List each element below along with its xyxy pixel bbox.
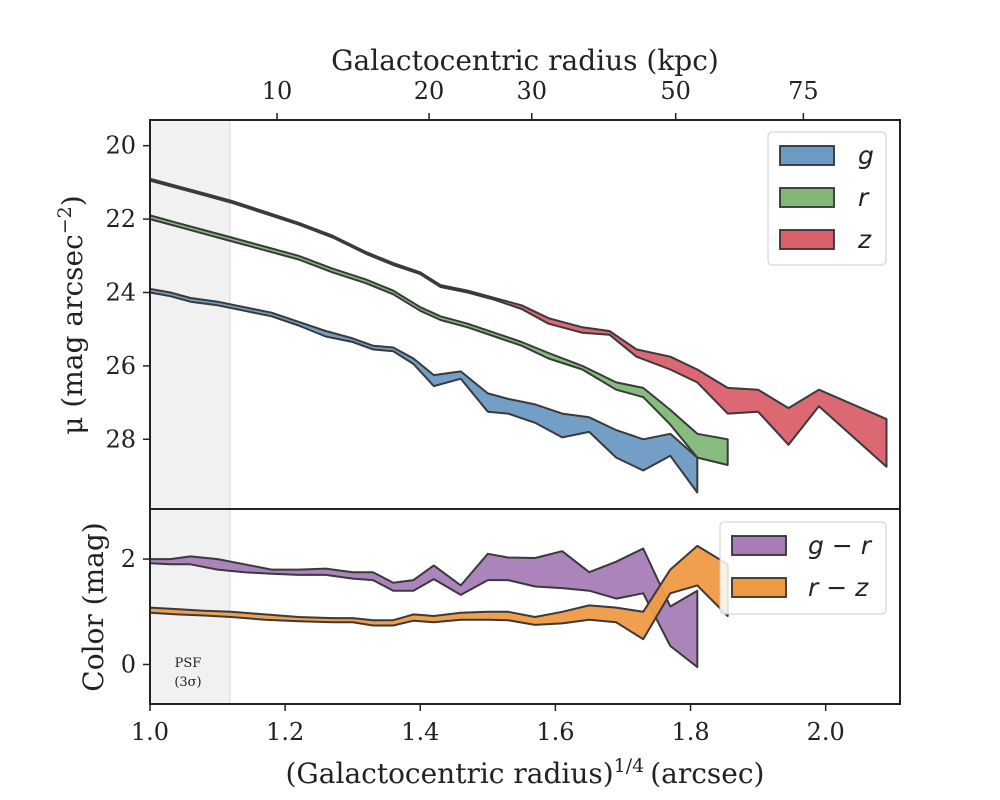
top-y-tick-label: 20 bbox=[105, 132, 136, 160]
bottom-x-ticks: 1.0 1.2 1.4 1.6 1.8 2.0 bbox=[131, 704, 845, 746]
bottom-panel-areas bbox=[149, 544, 729, 669]
bottom-panel-frame bbox=[149, 508, 901, 705]
legend-label-r: r bbox=[858, 183, 870, 212]
top-x-tick-label: 75 bbox=[788, 77, 819, 105]
top-x-tick-label: 10 bbox=[262, 77, 293, 105]
bottom-y-ticks: 02 bbox=[121, 545, 150, 678]
bottom-y-tick-label: 2 bbox=[121, 545, 136, 573]
legend-swatch-z bbox=[779, 229, 835, 250]
legend-swatch-r-z bbox=[731, 577, 787, 598]
band-g bbox=[149, 287, 699, 494]
legend-label-g-r: g − r bbox=[808, 531, 873, 560]
psf-region-bottom bbox=[150, 509, 230, 704]
psf-region-top bbox=[150, 120, 230, 509]
y-axis-label-exponent: −2 bbox=[54, 206, 76, 234]
band-r-z bbox=[149, 544, 729, 641]
x-axis-label: (Galactocentric radius)1/4 (arcsec) bbox=[286, 755, 765, 790]
top-legend: g r z bbox=[767, 131, 887, 266]
bottom-legend: g − r r − z bbox=[719, 521, 887, 615]
legend-label-g: g bbox=[858, 141, 874, 170]
x-tick-label: 1.4 bbox=[401, 718, 439, 746]
legend-swatch-g bbox=[779, 145, 835, 166]
x-axis-label-exponent: 1/4 bbox=[614, 755, 645, 777]
top-y-tick-label: 22 bbox=[105, 205, 136, 233]
psf-label: PSF bbox=[175, 656, 202, 671]
top-x-tick-label: 30 bbox=[516, 77, 547, 105]
top-x-tick-label: 20 bbox=[414, 77, 445, 105]
band-g-r bbox=[149, 547, 699, 669]
top-y-ticks: 20 22 24 26 28 bbox=[105, 132, 150, 453]
x-tick-label: 1.6 bbox=[536, 718, 574, 746]
x-tick-label: 2.0 bbox=[807, 718, 845, 746]
top-x-tick-label: 50 bbox=[660, 77, 691, 105]
band-r bbox=[149, 214, 729, 466]
top-y-tick-label: 26 bbox=[105, 352, 136, 380]
psf-sigma-label: (3σ) bbox=[174, 675, 201, 690]
legend-swatch-r bbox=[779, 187, 835, 208]
legend-label-z: z bbox=[857, 225, 872, 254]
legend-label-r-z: r − z bbox=[808, 573, 869, 602]
top-x-axis-label: Galactocentric radius (kpc) bbox=[331, 44, 719, 77]
top-y-tick-label: 24 bbox=[105, 278, 136, 306]
top-y-axis-label: μ (mag arcsec−2) bbox=[54, 195, 89, 434]
x-tick-label: 1.2 bbox=[266, 718, 304, 746]
band-z bbox=[149, 177, 888, 468]
legend-swatch-g-r bbox=[731, 535, 787, 556]
top-y-tick-label: 28 bbox=[105, 425, 136, 453]
top-panel-areas bbox=[149, 177, 888, 494]
x-tick-label: 1.0 bbox=[131, 718, 169, 746]
bottom-y-axis-label: Color (mag) bbox=[77, 522, 110, 691]
top-x-ticks: 10 20 30 50 75 bbox=[262, 77, 819, 120]
bottom-y-tick-label: 0 bbox=[121, 650, 136, 678]
x-tick-label: 1.8 bbox=[671, 718, 709, 746]
